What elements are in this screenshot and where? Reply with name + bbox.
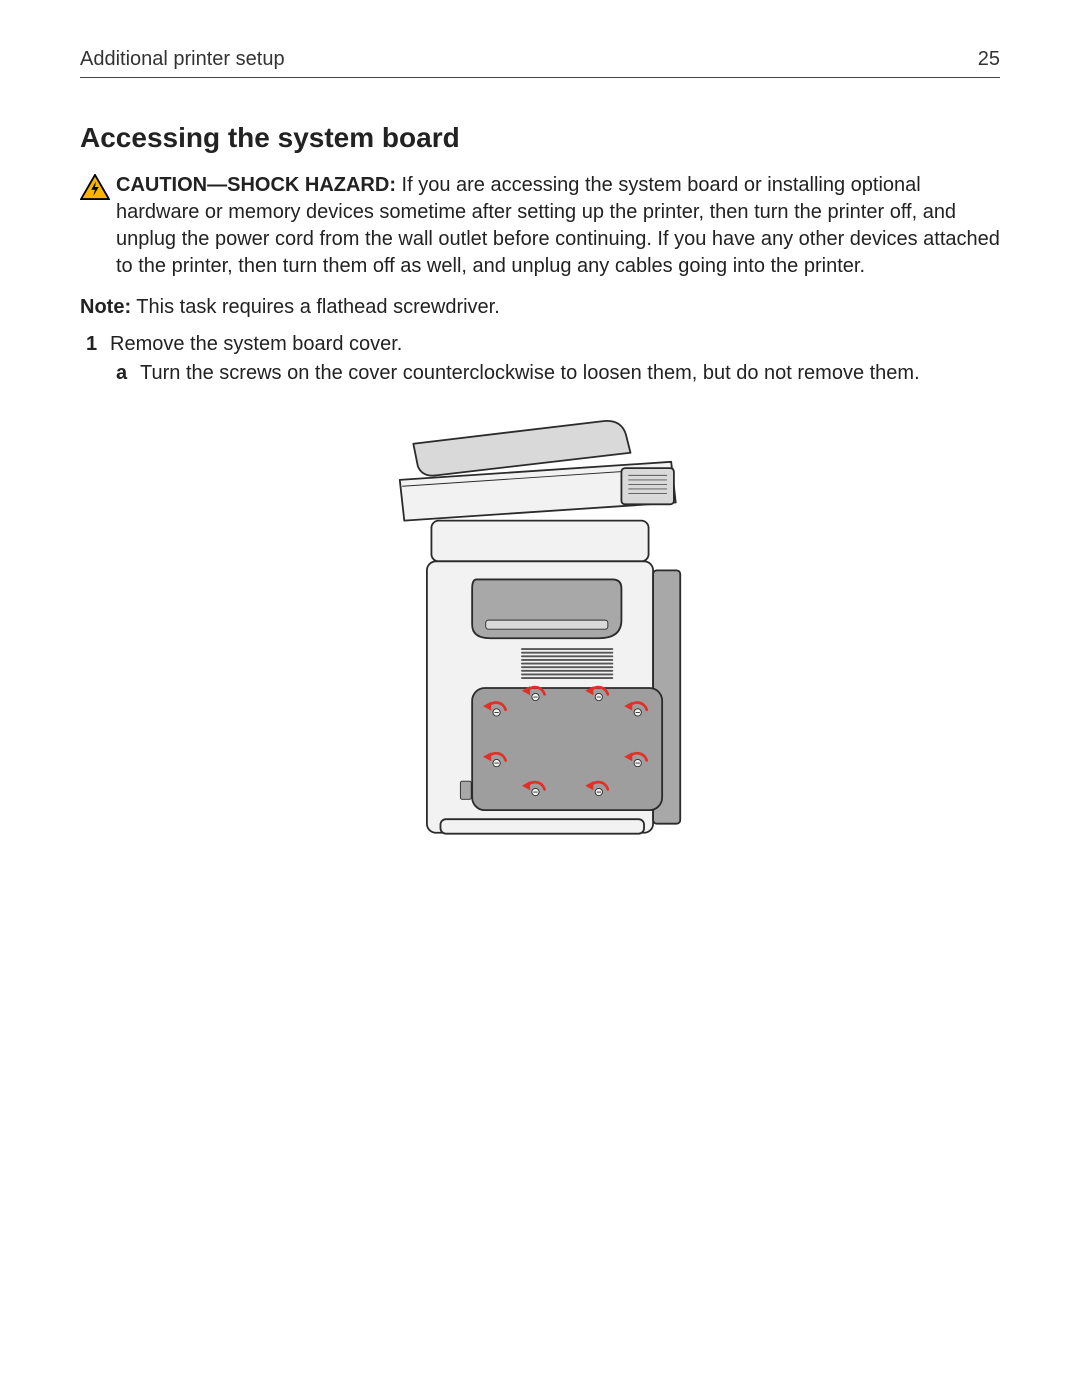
running-header: Additional printer setup 25	[80, 48, 1000, 78]
shock-hazard-icon	[80, 174, 110, 200]
caution-lead: CAUTION—SHOCK HAZARD:	[116, 174, 396, 196]
note-lead: Note:	[80, 296, 131, 318]
note-line: Note: This task requires a flathead scre…	[80, 296, 1000, 319]
step-list: Remove the system board cover. Turn the …	[80, 333, 1000, 385]
page-content: Additional printer setup 25 Accessing th…	[0, 0, 1080, 933]
caution-text: CAUTION—SHOCK HAZARD: If you are accessi…	[116, 172, 1000, 280]
step-1-text: Remove the system board cover.	[110, 333, 402, 355]
step-1a: Turn the screws on the cover countercloc…	[110, 362, 1000, 385]
header-left: Additional printer setup	[80, 48, 285, 71]
substep-list: Turn the screws on the cover countercloc…	[110, 362, 1000, 385]
caution-block: CAUTION—SHOCK HAZARD: If you are accessi…	[80, 172, 1000, 280]
figure-container	[80, 403, 1000, 873]
step-1a-text: Turn the screws on the cover countercloc…	[140, 362, 920, 384]
section-heading: Accessing the system board	[80, 122, 1000, 154]
printer-diagram	[350, 403, 730, 873]
header-page-number: 25	[978, 48, 1000, 71]
step-1: Remove the system board cover. Turn the …	[80, 333, 1000, 385]
note-body: This task requires a flathead screwdrive…	[131, 296, 500, 318]
